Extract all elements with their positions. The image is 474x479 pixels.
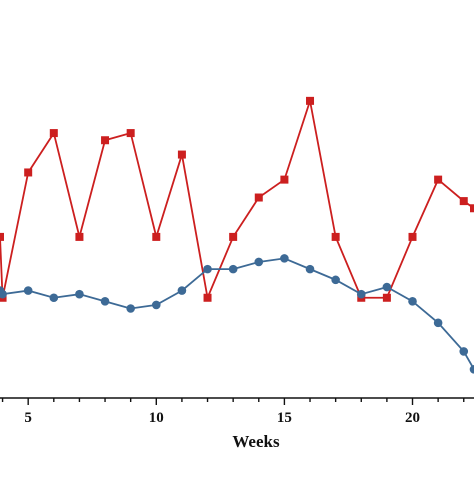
series-2-point: [305, 264, 315, 274]
series-2-point: [382, 282, 392, 292]
series-2-point: [100, 297, 110, 306]
x-tick-label: 15: [277, 410, 292, 426]
series-2-point: [356, 289, 366, 299]
series-2-point: [331, 275, 340, 285]
series-1-point: [306, 96, 315, 105]
series-1-point: [470, 204, 474, 213]
series-1-point: [331, 232, 340, 241]
series-2-point: [23, 286, 33, 295]
series-2-point: [0, 289, 7, 299]
series-1-point: [101, 136, 110, 145]
series-1-point: [408, 232, 417, 241]
x-tick-label: 5: [24, 410, 32, 426]
series-2-point: [254, 257, 264, 267]
series-1-point: [0, 232, 4, 241]
series-1-point: [49, 129, 58, 138]
series-2-point: [469, 365, 474, 374]
series-1-point: [24, 168, 33, 177]
series-2-point: [408, 297, 417, 306]
x-tick-label: 20: [405, 410, 420, 426]
series-1-point: [203, 293, 212, 302]
series-2-point: [126, 304, 135, 313]
series-2-point: [151, 300, 161, 310]
series-1-point: [459, 197, 468, 206]
series-2-point: [280, 254, 289, 263]
series-line-2: [0, 257, 474, 370]
series-1-point: [152, 232, 161, 241]
series-2-point: [459, 347, 469, 356]
series-1-point: [126, 129, 135, 138]
series-2-point: [75, 289, 84, 299]
series-1-point: [434, 175, 443, 184]
series-1-point: [229, 232, 238, 241]
series-2-point: [177, 286, 187, 295]
x-axis-title: Weeks: [232, 432, 280, 451]
series-2-point: [49, 293, 59, 303]
series-2-point: [228, 264, 238, 274]
series-1-point: [382, 293, 391, 302]
series-2-point: [433, 318, 443, 328]
x-tick-label: 10: [149, 410, 164, 426]
series-2-point: [203, 264, 212, 274]
series-1-point: [177, 150, 186, 159]
series-1-point: [254, 193, 263, 202]
series-1-point: [75, 232, 84, 241]
series-1-point: [280, 175, 289, 184]
